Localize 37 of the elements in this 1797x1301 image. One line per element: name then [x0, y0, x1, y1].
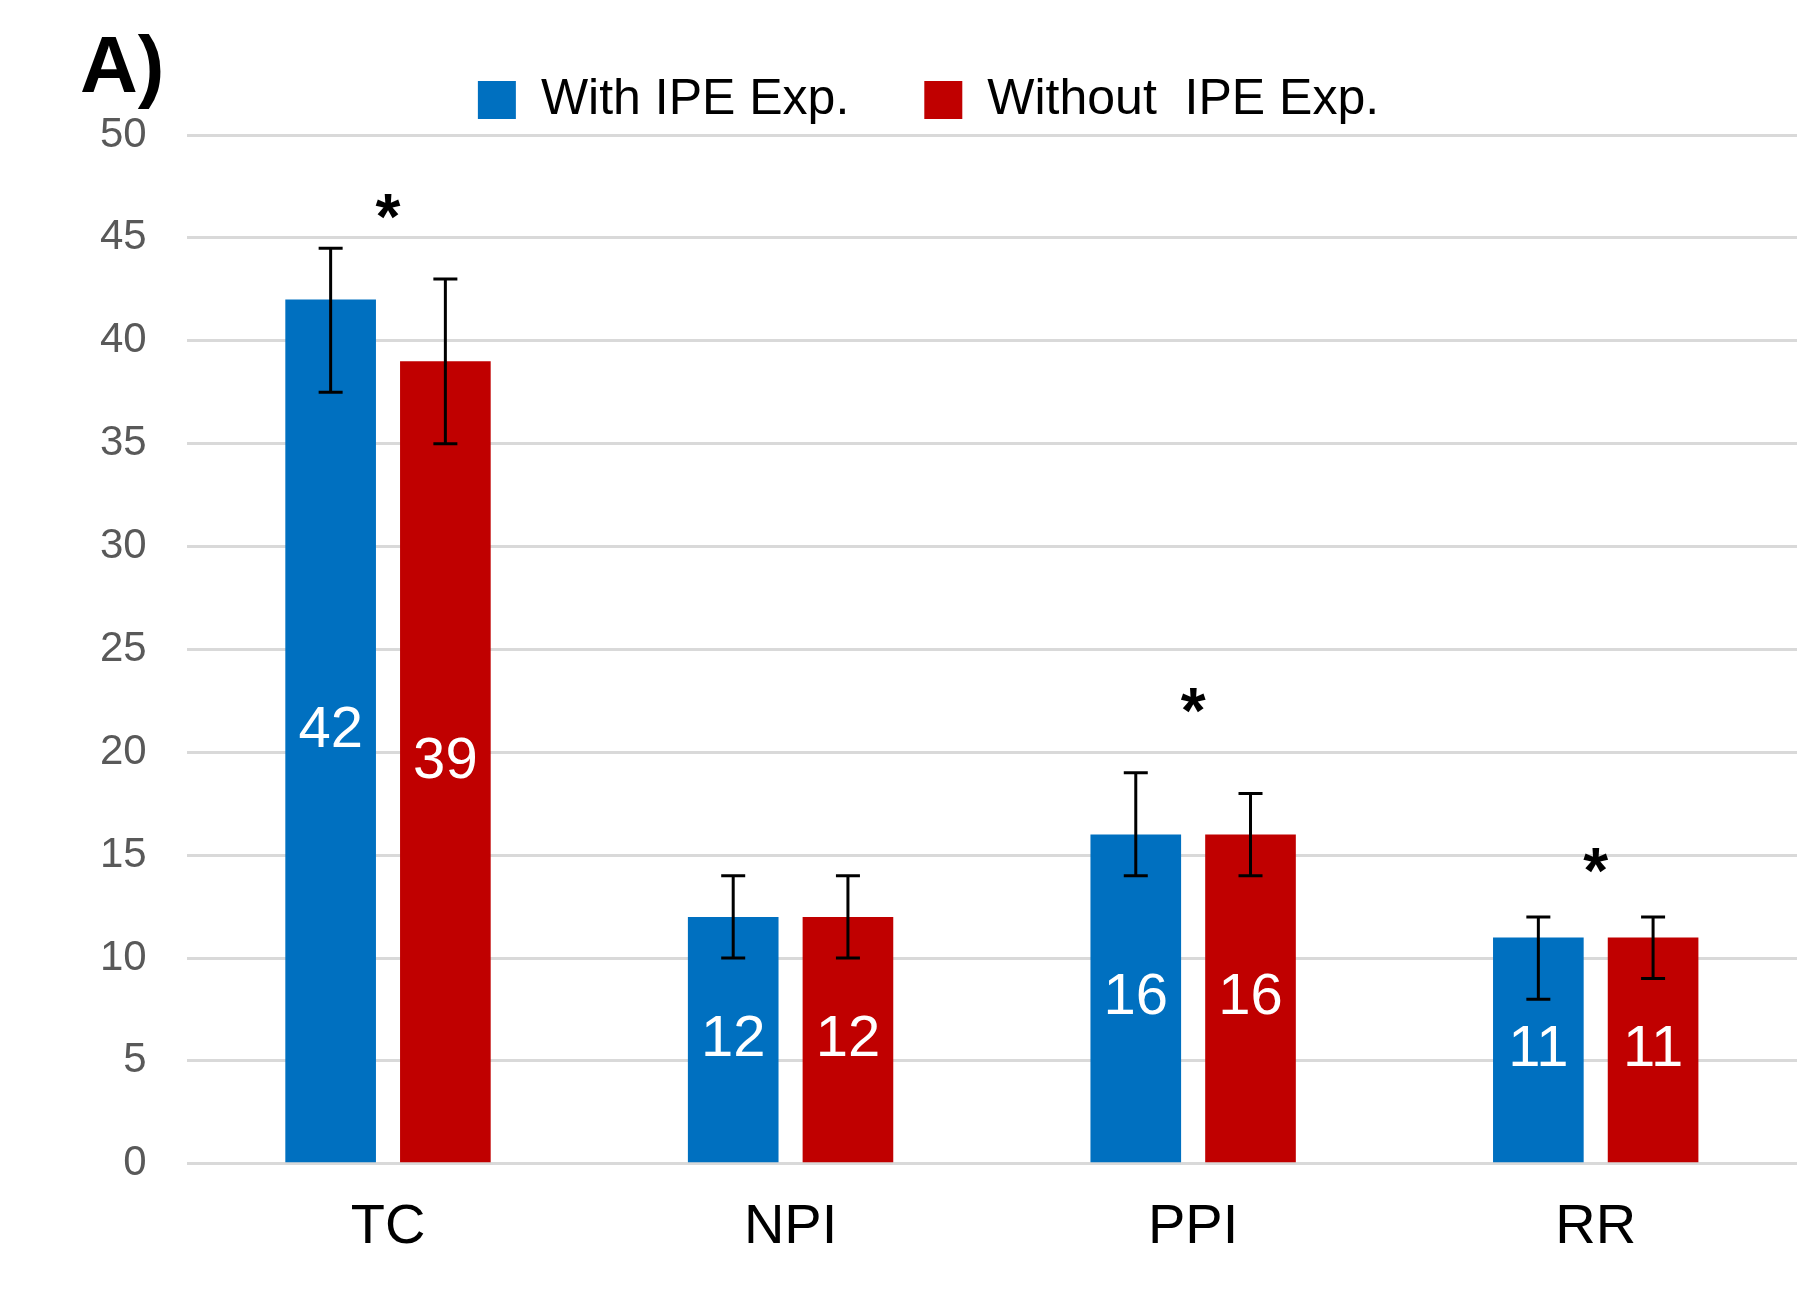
data-label: 39: [413, 724, 478, 790]
y-tick-label: 5: [123, 1034, 147, 1082]
data-label: 42: [298, 693, 363, 759]
bar: [1607, 937, 1699, 1163]
bar: [802, 916, 894, 1163]
data-label: 11: [1622, 1012, 1684, 1078]
y-tick-label: 25: [100, 622, 147, 670]
y-tick-label: 50: [100, 108, 147, 156]
bar: [687, 916, 779, 1163]
x-tick-label: NPI: [743, 1191, 838, 1255]
bar: [1205, 834, 1296, 1163]
annotation: *: [375, 180, 401, 253]
data-label: 12: [700, 1002, 766, 1068]
bar: [285, 299, 376, 1163]
bar: [1090, 834, 1182, 1163]
x-tick-label: TC: [350, 1191, 426, 1255]
y-tick-label: 40: [100, 314, 147, 362]
x-tick-label: PPI: [1148, 1191, 1239, 1255]
y-tick-label: 0: [123, 1137, 147, 1185]
legend-label: Without IPE Exp.: [987, 68, 1380, 125]
y-tick-label: 20: [100, 725, 147, 773]
annotation: *: [1180, 674, 1206, 747]
bar: [400, 361, 491, 1163]
y-tick-label: 35: [100, 417, 147, 465]
annotation: *: [1583, 835, 1609, 908]
text: A): [80, 20, 165, 110]
y-tick-label: 30: [100, 520, 147, 568]
data-label: 16: [1218, 961, 1283, 1027]
data-label: 12: [815, 1002, 881, 1068]
data-label: 11: [1508, 1012, 1569, 1078]
y-tick-label: 45: [100, 211, 147, 259]
x-tick-label: RR: [1555, 1191, 1637, 1255]
data-label: 16: [1103, 961, 1169, 1027]
y-tick-label: 10: [100, 931, 147, 979]
legend-label: With IPE Exp.: [540, 68, 850, 125]
bar: [1493, 937, 1584, 1163]
y-tick-label: 15: [100, 828, 147, 876]
